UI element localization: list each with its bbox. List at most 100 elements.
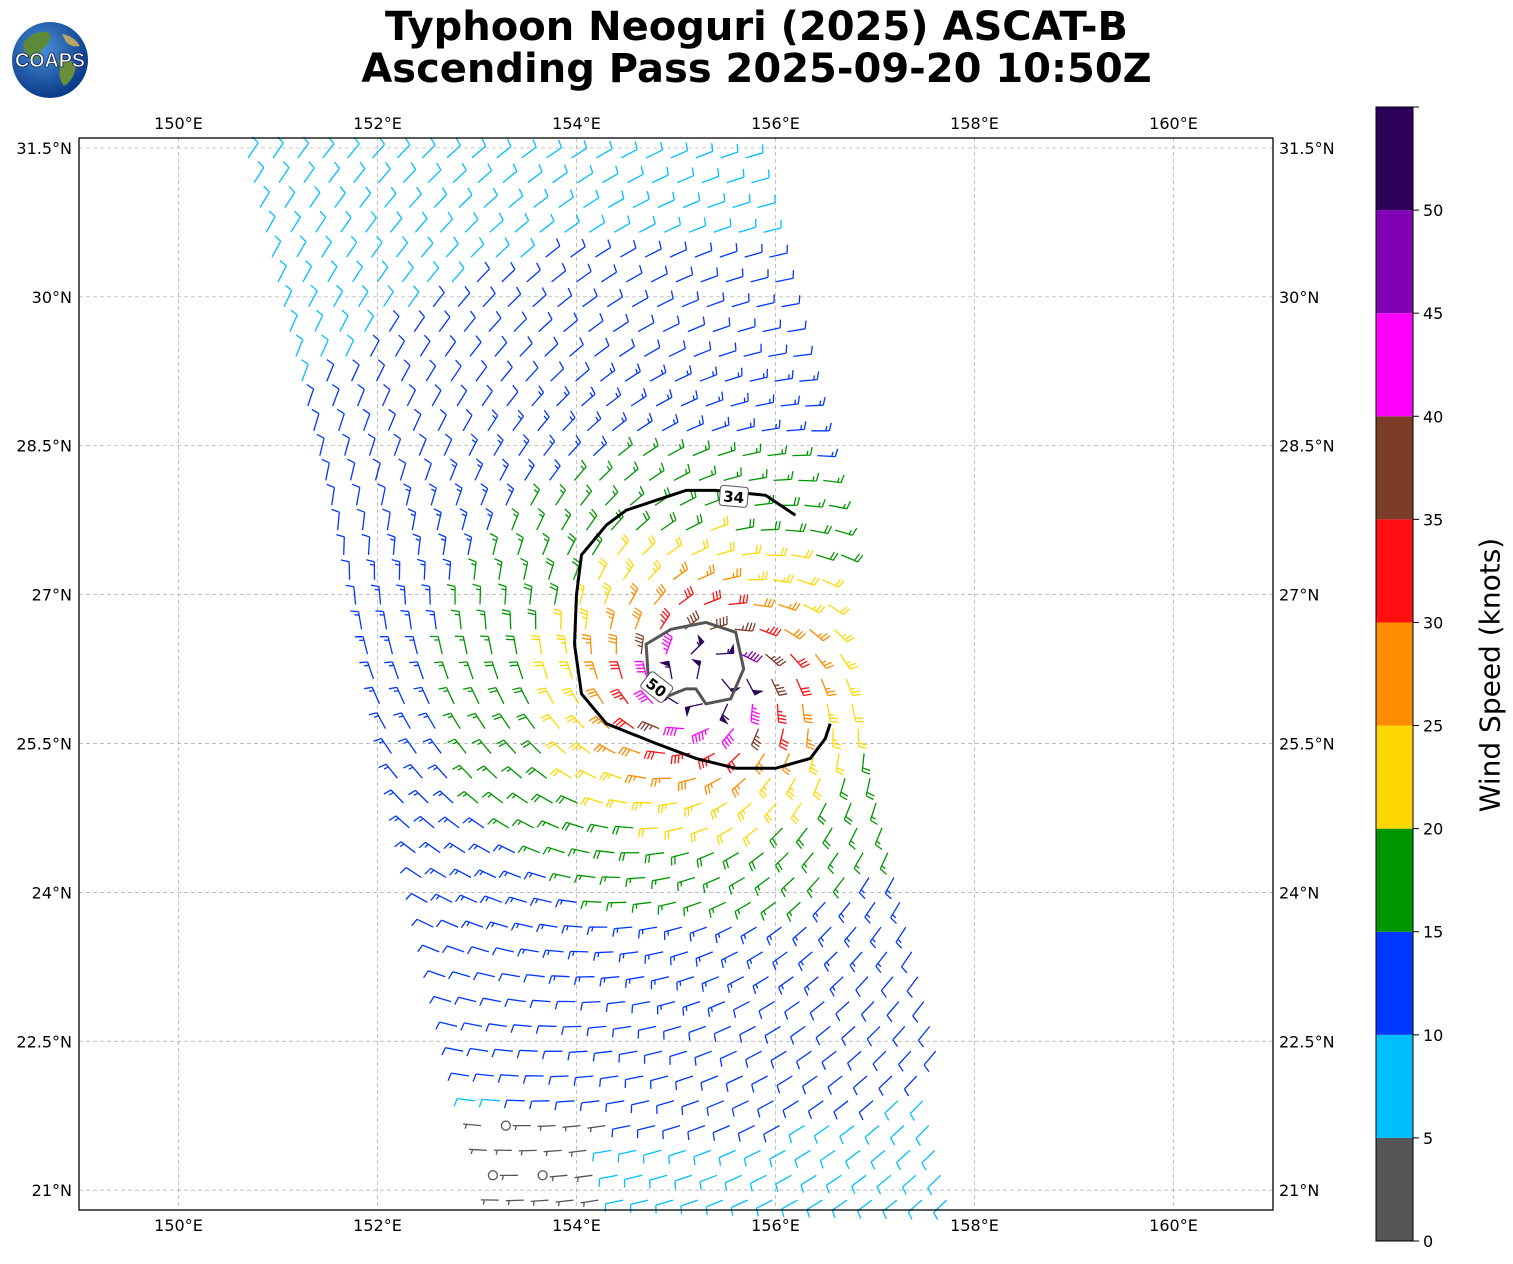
wind-barb — [549, 582, 559, 605]
wind-barb — [843, 926, 857, 948]
wind-barb — [398, 738, 417, 754]
wind-barb — [418, 841, 441, 854]
wind-barb — [375, 359, 386, 382]
wind-barb — [370, 584, 382, 605]
wind-barb — [847, 1050, 862, 1071]
wind-barb — [494, 335, 508, 357]
wind-barb — [418, 433, 427, 456]
wind-barb — [295, 334, 304, 357]
wind-barb — [676, 167, 695, 184]
wind-barb — [447, 738, 467, 754]
wind-barb — [588, 715, 610, 730]
wind-barb — [446, 138, 461, 159]
wind-barb — [356, 383, 366, 407]
contour-label-text: 34 — [723, 487, 745, 507]
wind-barb — [441, 945, 465, 954]
wind-barb — [648, 462, 665, 481]
wind-barb — [417, 944, 440, 953]
wind-barb — [858, 1100, 874, 1121]
wind-barb — [388, 815, 410, 829]
wind-barb — [518, 1149, 537, 1156]
wind-barb — [492, 844, 516, 854]
wind-barb — [581, 634, 593, 655]
wind-barb — [686, 415, 705, 432]
wind-barb — [722, 852, 740, 870]
wind-barb — [442, 558, 452, 580]
wind-barb — [395, 235, 409, 258]
wind-barb-pennant — [684, 705, 691, 718]
wind-barb — [524, 458, 535, 481]
wind-barb — [289, 309, 298, 332]
wind-barb — [399, 867, 422, 879]
wind-barb — [748, 852, 764, 872]
wind-barb — [523, 583, 533, 605]
wind-barb — [849, 951, 863, 973]
wind-barb — [797, 576, 820, 586]
wind-barb — [445, 236, 459, 258]
wind-barb — [778, 976, 794, 996]
wind-barb — [483, 187, 498, 208]
wind-barb — [915, 1125, 930, 1146]
wind-barb — [516, 1049, 538, 1059]
wind-barb — [381, 383, 391, 407]
wind-barb — [394, 334, 406, 357]
wind-barb — [833, 628, 855, 643]
wind-barb — [359, 661, 375, 680]
wind-barb — [789, 1025, 806, 1045]
wind-barb — [321, 235, 332, 258]
wind-barb — [812, 777, 822, 801]
wind-barb — [592, 1050, 613, 1062]
wind-barb — [469, 335, 482, 357]
wind-barb — [812, 901, 826, 923]
wind-barb — [638, 215, 656, 233]
wind-barb — [856, 1199, 873, 1219]
wind-barb — [626, 166, 644, 184]
wind-barb — [625, 264, 643, 283]
wind-barb — [387, 408, 396, 432]
wind-barb — [595, 239, 612, 258]
colorbar-bin — [1376, 107, 1413, 211]
wind-barb — [643, 1050, 663, 1064]
wind-barb — [819, 1149, 836, 1169]
wind-barb — [649, 1174, 668, 1189]
wind-barb — [895, 926, 907, 949]
wind-barb — [564, 214, 580, 233]
wind-barb — [650, 777, 672, 787]
wind-barb — [253, 161, 265, 184]
wind-barb — [580, 1199, 599, 1208]
wind-barb — [480, 483, 489, 506]
wind-barb — [656, 1000, 676, 1015]
wind-barb — [623, 1174, 643, 1188]
wind-barb — [624, 1075, 644, 1088]
wind-barb — [852, 1075, 868, 1096]
wind-barb — [605, 901, 627, 912]
wind-barb — [656, 290, 674, 308]
lat-tick-label-left: 24°N — [32, 883, 72, 902]
wind-barb — [724, 367, 743, 382]
wind-barb — [574, 1174, 593, 1182]
wind-barb — [504, 998, 526, 1008]
wind-barb — [457, 285, 471, 308]
wind-barb — [753, 598, 776, 608]
wind-barb — [526, 262, 541, 283]
wind-barb — [443, 842, 466, 854]
wind-barb — [701, 976, 720, 992]
wind-barb — [839, 778, 849, 801]
wind-barb — [523, 973, 545, 983]
wind-barb — [545, 557, 555, 580]
wind-barb — [362, 408, 371, 432]
wind-barb — [779, 497, 801, 506]
wind-barb — [561, 508, 572, 531]
wind-barb — [542, 532, 550, 556]
wind-barb — [676, 976, 695, 991]
wind-barb — [491, 1048, 513, 1058]
wind-barb — [326, 483, 336, 506]
wind-barb — [612, 1025, 632, 1038]
wind-barb — [687, 1124, 706, 1141]
wind-barb — [586, 1025, 607, 1037]
wind-barb — [784, 1001, 800, 1020]
wind-barb — [774, 370, 794, 382]
wind-barb — [680, 1199, 699, 1215]
wind-barb — [369, 334, 380, 357]
wind-barb — [662, 315, 680, 333]
